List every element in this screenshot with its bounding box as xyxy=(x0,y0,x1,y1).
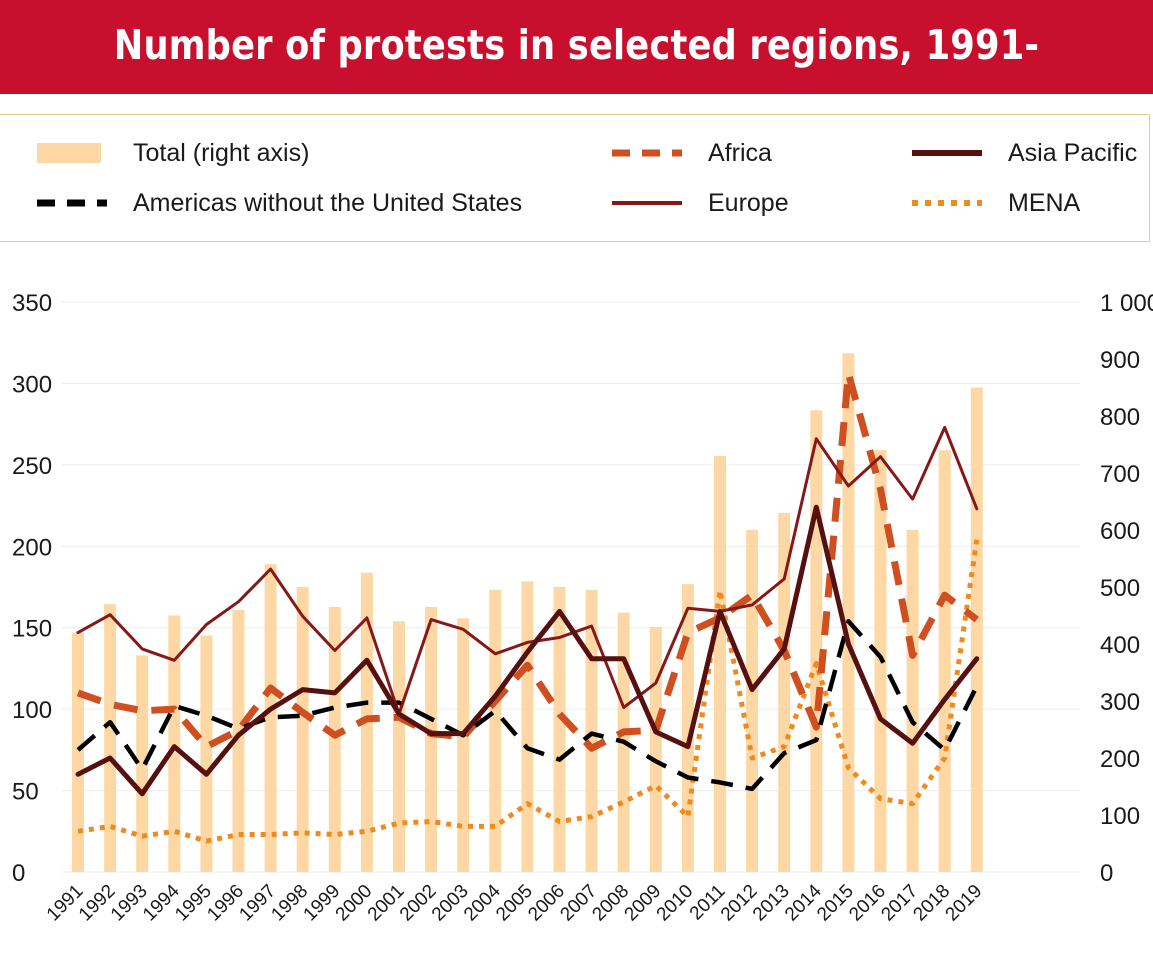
bar-total-2006 xyxy=(553,587,566,872)
right-tick-1000: 1 000 xyxy=(1100,290,1153,317)
x-tick-1994: 1994 xyxy=(139,880,184,925)
legend-label-total: Total (right axis) xyxy=(133,139,310,167)
title-bar: Number of protests in selected regions, … xyxy=(0,0,1153,159)
bar-total-2012 xyxy=(746,530,759,872)
legend-label-mena: MENA xyxy=(1008,189,1081,217)
left-tick-300: 300 xyxy=(12,371,52,398)
bar-total-1996 xyxy=(232,609,245,872)
x-tick-2016: 2016 xyxy=(845,881,890,926)
x-tick-2017: 2017 xyxy=(877,881,922,926)
legend-label-asia_pacific: Asia Pacific xyxy=(1008,139,1138,167)
right-tick-200: 200 xyxy=(1100,746,1140,773)
legend-swatch-total xyxy=(37,143,101,163)
bar-total-1994 xyxy=(168,615,181,872)
bar-total-1992 xyxy=(104,604,117,872)
x-tick-1999: 1999 xyxy=(300,881,345,926)
bar-total-1998 xyxy=(296,587,309,872)
bar-total-2005 xyxy=(521,581,534,872)
left-tick-50: 50 xyxy=(12,779,39,806)
x-tick-2006: 2006 xyxy=(524,881,569,926)
x-tick-1993: 1993 xyxy=(107,881,152,926)
legend-label-africa: Africa xyxy=(708,139,772,167)
x-tick-1995: 1995 xyxy=(171,881,216,926)
right-axis: 0 100 200 300 400 500 600 700 800 900 1 000 xyxy=(1100,290,1153,887)
left-tick-100: 100 xyxy=(12,697,52,724)
legend-swatch-asia_pacific xyxy=(912,150,982,156)
x-tick-2007: 2007 xyxy=(556,881,601,926)
line-africa xyxy=(76,370,979,752)
right-tick-700: 700 xyxy=(1100,461,1140,488)
bar-total-2003 xyxy=(457,618,470,872)
bar-total-2017 xyxy=(906,530,919,872)
bar-total-2002 xyxy=(425,606,438,872)
bar-total-2014 xyxy=(810,410,823,872)
bar-total-2018 xyxy=(938,450,951,872)
right-tick-600: 600 xyxy=(1100,518,1140,545)
left-axis: 0 50 100 150 200 250 300 350 xyxy=(12,290,52,887)
legend-swatch-europe xyxy=(612,201,682,205)
bar-total-1991 xyxy=(72,632,84,872)
line-europe xyxy=(76,425,979,716)
legend-swatch-americas xyxy=(37,199,107,207)
x-tick-2009: 2009 xyxy=(621,881,666,926)
legend: Total (right axis) Africa Asia Pacific Amer… xyxy=(0,114,1150,242)
right-tick-400: 400 xyxy=(1100,632,1140,659)
x-tick-2010: 2010 xyxy=(653,881,698,926)
bar-total-2001 xyxy=(393,621,405,872)
x-tick-2003: 2003 xyxy=(428,881,473,926)
left-tick-200: 200 xyxy=(12,534,52,561)
right-tick-100: 100 xyxy=(1100,803,1140,830)
x-tick-2004: 2004 xyxy=(460,880,505,925)
x-tick-2019: 2019 xyxy=(942,881,987,926)
legend-swatch-mena xyxy=(912,200,982,206)
bar-total-1993 xyxy=(136,655,149,872)
x-tick-1996: 1996 xyxy=(203,881,248,926)
x-tick-2002: 2002 xyxy=(396,881,441,926)
bar-total-1995 xyxy=(200,635,213,872)
legend-swatch-africa xyxy=(612,149,682,157)
line-americas xyxy=(76,618,979,792)
right-tick-300: 300 xyxy=(1100,689,1140,716)
chart-area: 0 50 100 150 200 250 300 350 0 100 200 300 400 500 60… xyxy=(12,290,1153,925)
right-tick-900: 900 xyxy=(1100,347,1140,374)
left-tick-150: 150 xyxy=(12,616,52,643)
bar-total-2007 xyxy=(585,589,598,872)
x-tick-2005: 2005 xyxy=(492,881,537,926)
x-tick-2015: 2015 xyxy=(813,881,858,926)
line-asia-pacific xyxy=(75,504,980,797)
x-tick-2000: 2000 xyxy=(332,881,377,926)
x-tick-1997: 1997 xyxy=(235,881,280,926)
right-tick-0: 0 xyxy=(1100,860,1113,887)
x-tick-2018: 2018 xyxy=(909,881,954,926)
x-tick-2001: 2001 xyxy=(364,881,409,926)
legend-label-americas: Americas without the United States xyxy=(133,189,523,217)
bar-total-2009 xyxy=(649,626,662,872)
x-axis: 1991199219931994199519961997199819992000… xyxy=(43,880,987,925)
x-tick-2012: 2012 xyxy=(717,881,762,926)
line-mena xyxy=(77,539,980,844)
bar-total-1997 xyxy=(264,564,277,872)
bar-total-2011 xyxy=(714,455,726,872)
x-tick-2008: 2008 xyxy=(588,881,633,926)
bar-total-1999 xyxy=(328,606,341,872)
x-tick-1998: 1998 xyxy=(267,881,312,926)
bar-total-2013 xyxy=(778,512,791,872)
x-tick-1992: 1992 xyxy=(75,881,120,926)
bar-total-2004 xyxy=(489,589,502,872)
series-lines xyxy=(75,370,980,844)
x-tick-2013: 2013 xyxy=(749,881,794,926)
chart-title: Number of protests in selected regions, … xyxy=(113,21,1040,159)
left-tick-0: 0 xyxy=(12,860,25,887)
x-tick-2014: 2014 xyxy=(781,880,826,925)
left-tick-350: 350 xyxy=(12,290,52,317)
bar-total-2019 xyxy=(970,387,983,872)
left-tick-250: 250 xyxy=(12,453,52,480)
legend-label-europe: Europe xyxy=(708,189,789,217)
x-tick-1991: 1991 xyxy=(43,881,88,926)
right-tick-500: 500 xyxy=(1100,575,1140,602)
right-tick-800: 800 xyxy=(1100,404,1140,431)
